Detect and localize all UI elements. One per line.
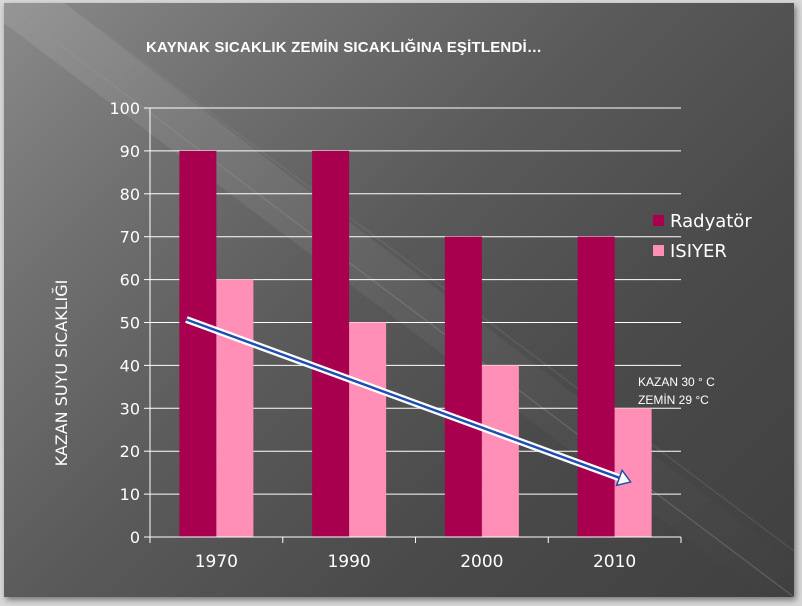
trend-arrow-shaft: [185, 318, 620, 479]
slide-title: KAYNAK SICAKLIK ZEMİN SICAKLIĞINA EŞİTLE…: [146, 39, 543, 56]
y-tick-label: 30: [120, 399, 140, 418]
y-tick-label: 0: [130, 528, 140, 547]
bar-isiyer-2010: [614, 408, 652, 537]
bar-isiyer-2000: [481, 365, 519, 537]
y-tick-label: 80: [120, 185, 140, 204]
background-diagonal-line-2: [63, 3, 794, 552]
legend: Radyatör ISIYER: [653, 211, 752, 262]
y-tick-label: 50: [120, 314, 140, 333]
bar-radyator-2010: [577, 236, 615, 537]
legend-label-isiyer: ISIYER: [670, 241, 727, 262]
bar-radyator-2000: [444, 236, 482, 537]
bars: [179, 150, 652, 537]
annotation-zemin: ZEMİN 29 °C: [638, 393, 709, 407]
trend-arrow: [185, 316, 632, 487]
y-tick-label: 40: [120, 356, 140, 375]
axes: 0 10 20 30 40 50 60 70 80 90 100 1970 1990 2000 2010: [109, 99, 682, 572]
bar-chart: 0 10 20 30 40 50 60 70 80 90 100 1970 1990 2000 2010 R…: [4, 3, 794, 597]
bar-isiyer-1970: [216, 279, 254, 537]
y-tick-label: 70: [120, 228, 140, 247]
y-tick-label: 100: [109, 99, 140, 118]
annotation-kazan: KAZAN 30 ° C: [638, 375, 715, 389]
y-tick-label: 10: [120, 485, 140, 504]
slide: KAYNAK SICAKLIK ZEMİN SICAKLIĞINA EŞİTLE…: [4, 3, 794, 597]
y-tick-label: 90: [120, 142, 140, 161]
trend-arrow-head: [615, 468, 632, 487]
background-diagonal-line: [4, 3, 794, 597]
bar-isiyer-1990: [349, 322, 387, 537]
legend-label-radyator: Radyatör: [670, 211, 752, 232]
x-tick-label: 2010: [593, 552, 636, 572]
y-tick-label: 60: [120, 271, 140, 290]
legend-swatch-radyator: [653, 215, 664, 226]
bar-radyator-1970: [179, 150, 217, 537]
y-axis-label: KAZAN SUYU SICAKLIĞI: [52, 280, 71, 467]
bar-radyator-1990: [312, 150, 350, 537]
y-tick-label: 20: [120, 442, 140, 461]
x-tick-label: 1970: [195, 552, 238, 572]
legend-swatch-isiyer: [653, 245, 664, 256]
x-tick-label: 2000: [460, 552, 503, 572]
x-tick-label: 1990: [327, 552, 370, 572]
